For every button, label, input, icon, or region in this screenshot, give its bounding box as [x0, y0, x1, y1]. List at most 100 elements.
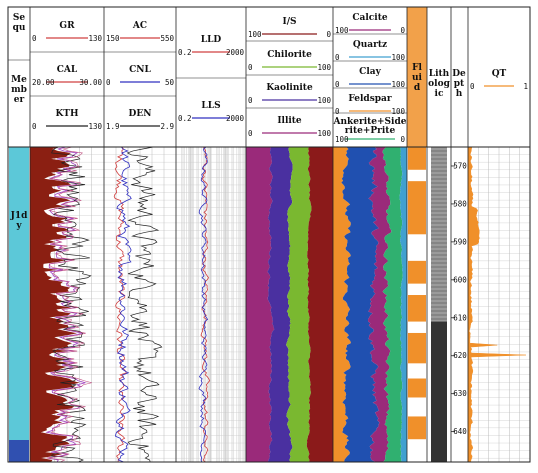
clay-3-min: 0 — [248, 129, 253, 138]
curve-gr-name: GR — [59, 21, 75, 31]
header-member: Me — [11, 75, 27, 85]
mineral-2-name: Clay — [359, 67, 381, 77]
clay-3-name: Illite — [277, 116, 302, 126]
curve-lls-max: 2000 — [226, 114, 245, 123]
header-lithologic: ic — [435, 89, 444, 99]
depth-tick-label: 600 — [453, 275, 467, 284]
ac-curve — [113, 146, 127, 463]
curve-lld-min: 0.2 — [178, 48, 192, 57]
curve-ac-name: AC — [132, 21, 147, 31]
curve-den-max: 2.9 — [160, 122, 174, 131]
curve-den-name: DEN — [129, 109, 152, 119]
calcite-area — [368, 147, 392, 462]
header-lithologic: olog — [428, 79, 450, 89]
header-fluid-text: Fl — [412, 63, 422, 73]
clay-3-max: 100 — [317, 129, 331, 138]
header-depth: De — [452, 69, 466, 79]
header-sequ: Se — [13, 13, 25, 23]
curve-lld-name: LLD — [201, 35, 222, 45]
mineral-1-min: 0 — [335, 53, 340, 62]
fluid-interval — [408, 295, 426, 322]
clay-1-name: Chilorite — [267, 50, 312, 60]
mineral-ankerite-name-1: Ankerite+Side — [332, 117, 406, 127]
clay-1-min: 0 — [248, 63, 253, 72]
curve-den-min: 1.9 — [106, 122, 120, 131]
zone-fill — [9, 147, 29, 440]
mineral-3-max: 100 — [391, 107, 405, 116]
curve-ac-min: 150 — [106, 34, 120, 43]
curve-qt-min: 0 — [470, 82, 475, 91]
clay-1-max: 100 — [317, 63, 331, 72]
header-fluid-text: ui — [412, 73, 423, 83]
den-curve — [126, 146, 163, 463]
header-sequ: qu — [13, 23, 26, 33]
zone-bottom-fill — [9, 440, 29, 462]
mineral-1-name: Quartz — [353, 40, 387, 50]
clay-area — [341, 147, 380, 462]
zone-label: J1d — [10, 211, 29, 221]
curve-kth-max: 130 — [88, 122, 102, 131]
curve-cnl-name: CNL — [129, 65, 151, 75]
header-member: er — [14, 95, 25, 105]
chlorite-area — [286, 147, 312, 462]
curve-gr-max: 130 — [88, 34, 102, 43]
curve-ac-max: 550 — [160, 34, 174, 43]
quartz-area — [399, 147, 407, 462]
mineral-1-max: 100 — [391, 53, 405, 62]
mineral-0-name: Calcite — [352, 13, 387, 23]
depth-tick-label: 580 — [453, 199, 467, 208]
cnl-curve — [115, 146, 132, 463]
cal-curve — [46, 146, 92, 463]
header-lithologic: Lith — [429, 69, 450, 79]
header-fluid-text: d — [414, 83, 421, 93]
depth-tick-label: 630 — [453, 389, 467, 398]
depth-tick-label: 620 — [453, 351, 467, 360]
mineral-2-max: 100 — [391, 80, 405, 89]
curve-gr-min: 0 — [32, 34, 37, 43]
mineral-3-name: Feldspar — [348, 94, 392, 104]
mineral-3-min: 0 — [335, 107, 340, 116]
depth-tick-label: 610 — [453, 313, 467, 322]
fluid-interval — [408, 416, 426, 440]
curve-qt-max: 1 — [523, 82, 528, 91]
curve-cal-max: 30.00 — [79, 78, 102, 87]
fluid-interval — [408, 332, 426, 364]
fluid-header-fill — [407, 7, 427, 147]
fluid-interval — [408, 147, 426, 170]
curve-kth-name: KTH — [55, 109, 79, 119]
curve-kth-min: 0 — [32, 122, 37, 131]
mineral-ankerite-min: 100 — [335, 135, 349, 144]
clay-2-name: Kaolinite — [266, 83, 313, 93]
lithology-shale — [431, 321, 447, 462]
header-member: mb — [11, 85, 27, 95]
mineral-0-max: 0 — [400, 26, 405, 35]
header-depth: h — [456, 89, 463, 99]
curve-lls-name: LLS — [201, 101, 220, 111]
curve-cnl-max: 50 — [165, 78, 175, 87]
depth-tick-label: 640 — [453, 427, 467, 436]
curve-lls-min: 0.2 — [178, 114, 192, 123]
lls-curve — [198, 146, 209, 463]
fluid-interval — [408, 260, 426, 284]
curve-cal-name: CAL — [57, 65, 78, 75]
curve-cnl-min: 0 — [106, 78, 111, 87]
header-depth: pt — [454, 79, 465, 89]
fluid-interval — [408, 181, 426, 235]
clay-0-name: I/S — [283, 17, 297, 27]
qt-area — [467, 146, 526, 463]
mineral-2-min: 0 — [335, 80, 340, 89]
depth-tick-label: 570 — [453, 161, 467, 170]
curve-cal-min: 20.00 — [32, 78, 55, 87]
zone-label: y — [15, 221, 22, 231]
mineral-ankerite-max: 0 — [400, 135, 405, 144]
mineral-ankerite-name-2: rite+Prite — [345, 126, 396, 136]
is-area — [306, 147, 333, 462]
clay-2-min: 0 — [248, 96, 253, 105]
outer-border — [7, 6, 531, 463]
feldspar-area — [333, 147, 351, 462]
curve-lld-max: 2000 — [226, 48, 245, 57]
kaolinite-area — [267, 147, 293, 462]
depth-tick-label: 590 — [453, 237, 467, 246]
